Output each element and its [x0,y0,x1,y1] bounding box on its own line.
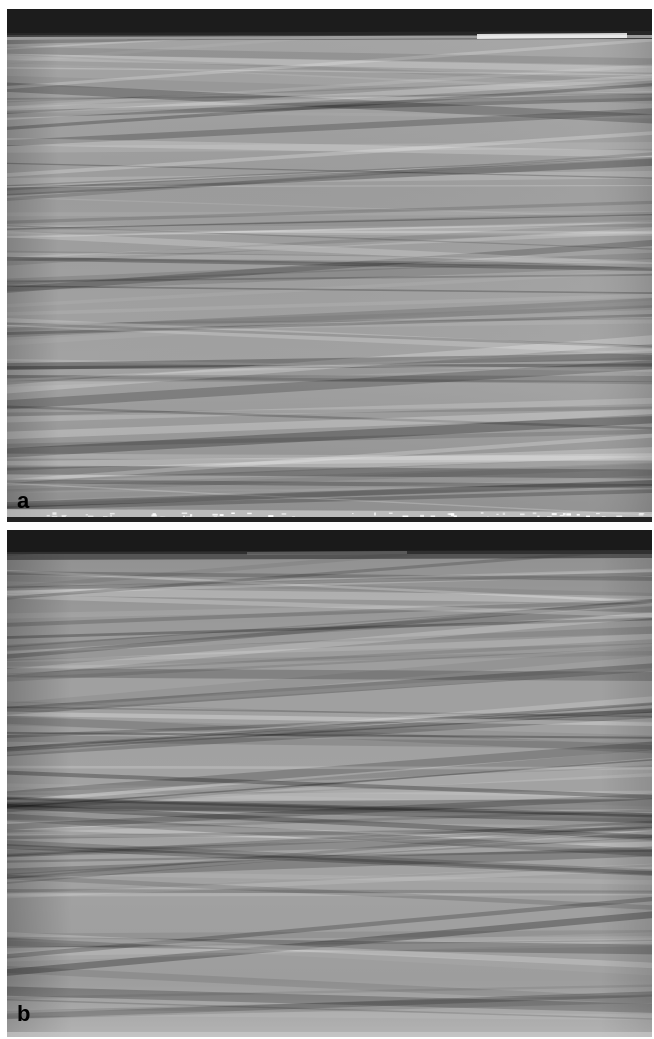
speck [448,513,455,516]
speck [190,514,193,517]
speck [46,514,50,517]
speck [186,516,192,518]
speck [109,512,115,515]
speck [596,513,600,515]
speck [638,513,644,516]
speck [547,516,552,518]
speck [152,513,156,516]
speck [268,515,274,518]
speck [110,514,112,517]
speck [420,514,424,518]
panel-label-b: b [17,1001,31,1026]
speck [52,512,57,515]
speck [453,515,457,518]
speck [430,515,436,518]
speck [352,513,354,515]
speck [181,512,188,514]
photo-panel-a: a [7,9,652,522]
speck [532,512,537,515]
striated-photo-b [7,530,652,1037]
speck [480,512,484,514]
speck [61,516,66,518]
speck [576,513,580,516]
speck [388,512,393,514]
speck [51,515,58,517]
speck [85,514,88,516]
speck [551,513,557,516]
speck [616,515,623,518]
speck [247,512,252,515]
speck [562,513,566,516]
speck [502,512,506,515]
speck [212,513,218,516]
speck [231,512,235,514]
speck [559,514,564,516]
speck [496,513,499,515]
striated-photo-a [7,9,652,522]
speck [586,515,590,518]
speck [537,515,540,518]
photo-panel-b: b [7,530,652,1037]
speck [219,514,224,516]
speck [639,513,645,515]
speck [151,514,157,517]
speck [374,512,376,516]
speck [281,513,287,515]
speck [520,513,525,516]
panel-label-a: a [17,488,30,513]
speck [61,514,67,516]
speck [566,513,571,516]
